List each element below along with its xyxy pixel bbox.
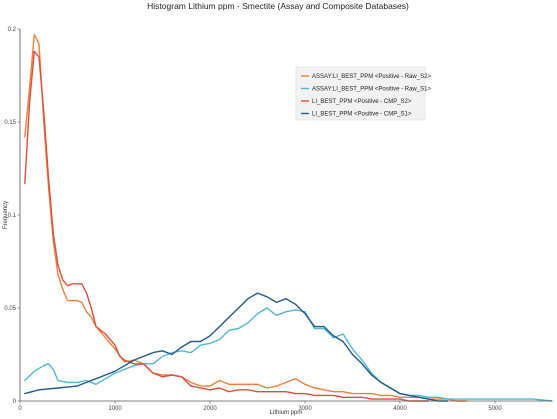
series-line-4 bbox=[24, 292, 449, 402]
legend-label-2: ASSAY:LI_BEST_PPM <Positive - Raw_S1> bbox=[312, 87, 431, 93]
x-tick-label: 3000 bbox=[298, 406, 312, 412]
x-tick-label: 4000 bbox=[393, 406, 407, 412]
y-tick-label: 0.2 bbox=[8, 27, 17, 33]
x-tick-label: 0 bbox=[18, 406, 22, 412]
y-axis-ticks: 0 0.05 0.1 0.15 0.2 bbox=[4, 27, 20, 405]
legend-label-1: ASSAY:LI_BEST_PPM <Positive - Raw_S2> bbox=[312, 74, 431, 80]
x-axis-ticks: 0 1000 2000 3000 4000 5000 bbox=[18, 401, 502, 412]
x-axis-label: Lithium ppm bbox=[270, 410, 303, 416]
series-layer bbox=[24, 33, 553, 402]
x-tick-label: 1000 bbox=[108, 406, 122, 412]
y-tick-label: 0 bbox=[13, 399, 17, 405]
legend: ASSAY:LI_BEST_PPM <Positive - Raw_S2> ASS… bbox=[295, 66, 431, 121]
x-tick-label: 2000 bbox=[203, 406, 217, 412]
series-line-1 bbox=[24, 33, 468, 402]
y-axis-label: Frequency bbox=[3, 201, 9, 229]
legend-box bbox=[295, 66, 426, 121]
y-tick-label: 0.05 bbox=[4, 306, 16, 312]
chart-title: Histogram Lithium ppm - Smectite (Assay … bbox=[147, 1, 409, 11]
x-tick-label: 5000 bbox=[488, 406, 502, 412]
legend-items: ASSAY:LI_BEST_PPM <Positive - Raw_S2> ASS… bbox=[301, 74, 431, 118]
series-line-2 bbox=[24, 307, 553, 402]
series-line-3 bbox=[24, 50, 430, 402]
y-tick-label: 0.15 bbox=[4, 120, 16, 126]
legend-label-3: LI_BEST_PPM <Positive - CMP_S2> bbox=[312, 99, 412, 105]
legend-label-4: LI_BEST_PPM <Positive - CMP_S1> bbox=[312, 112, 412, 118]
y-tick-label: 0.1 bbox=[8, 213, 17, 219]
